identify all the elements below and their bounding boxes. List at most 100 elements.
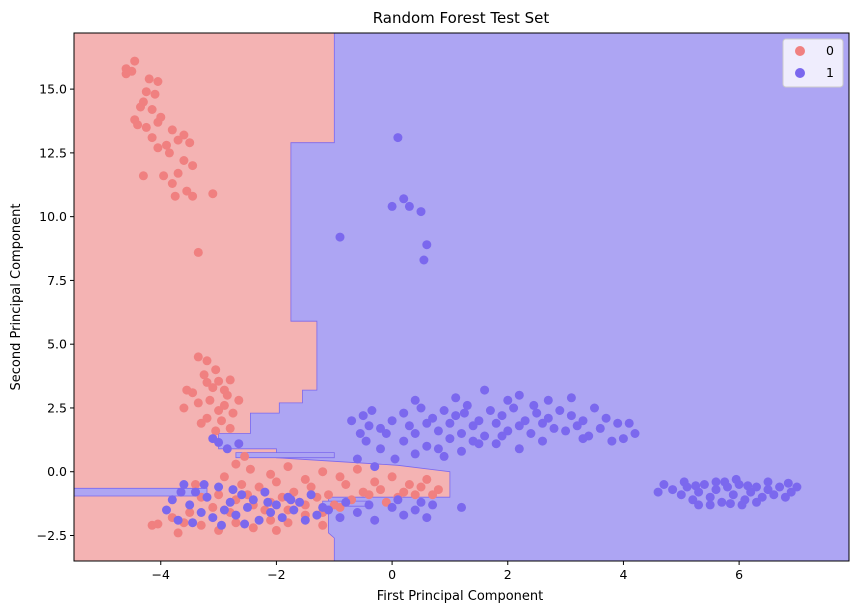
point-class-0 bbox=[329, 500, 339, 510]
point-class-1 bbox=[538, 436, 547, 446]
point-class-1 bbox=[222, 444, 232, 454]
point-class-1 bbox=[717, 497, 727, 507]
point-class-1 bbox=[451, 411, 461, 421]
legend-label-0: 0 bbox=[826, 43, 834, 58]
point-class-1 bbox=[428, 413, 438, 423]
decision-regions bbox=[74, 33, 849, 561]
point-class-0 bbox=[208, 502, 218, 512]
point-class-0 bbox=[352, 464, 362, 474]
point-class-1 bbox=[381, 429, 391, 438]
point-class-1 bbox=[387, 502, 397, 512]
region-class-1-island bbox=[74, 487, 208, 497]
point-class-1 bbox=[295, 497, 305, 507]
point-class-1 bbox=[491, 418, 501, 428]
point-class-0 bbox=[196, 418, 206, 428]
point-class-1 bbox=[422, 418, 432, 428]
point-class-1 bbox=[720, 477, 730, 487]
point-class-0 bbox=[167, 179, 177, 188]
point-class-1 bbox=[289, 505, 299, 515]
point-class-1 bbox=[260, 487, 270, 497]
point-class-1 bbox=[653, 487, 663, 497]
point-class-0 bbox=[404, 480, 414, 489]
point-class-1 bbox=[514, 444, 524, 454]
point-class-1 bbox=[347, 416, 357, 426]
point-class-0 bbox=[225, 375, 235, 385]
point-class-1 bbox=[225, 497, 235, 507]
point-class-1 bbox=[445, 418, 455, 428]
point-class-1 bbox=[185, 500, 195, 510]
point-class-1 bbox=[196, 508, 206, 517]
point-class-1 bbox=[705, 492, 715, 502]
point-class-1 bbox=[433, 444, 443, 454]
point-class-0 bbox=[173, 168, 183, 178]
point-class-1 bbox=[266, 508, 276, 517]
point-class-1 bbox=[480, 385, 490, 395]
point-class-0 bbox=[144, 74, 154, 84]
point-class-1 bbox=[607, 436, 617, 446]
point-class-0 bbox=[173, 528, 183, 538]
point-class-0 bbox=[159, 171, 169, 181]
point-class-1 bbox=[543, 413, 553, 423]
point-class-1 bbox=[254, 515, 264, 525]
point-class-0 bbox=[141, 87, 151, 97]
point-class-1 bbox=[191, 487, 200, 497]
point-class-1 bbox=[711, 485, 721, 495]
point-class-1 bbox=[214, 482, 224, 492]
point-class-1 bbox=[376, 444, 385, 454]
point-class-0 bbox=[234, 395, 244, 405]
legend-marker-0 bbox=[795, 46, 805, 56]
point-class-1 bbox=[711, 477, 721, 487]
point-class-1 bbox=[352, 508, 362, 517]
point-class-0 bbox=[202, 377, 212, 387]
x-tick-label: 0 bbox=[388, 567, 396, 582]
point-class-1 bbox=[410, 449, 420, 459]
point-class-0 bbox=[193, 247, 203, 257]
point-class-1 bbox=[783, 478, 793, 488]
point-class-1 bbox=[370, 515, 380, 525]
point-class-0 bbox=[193, 398, 203, 408]
point-class-1 bbox=[485, 406, 495, 415]
point-class-1 bbox=[358, 411, 368, 421]
point-class-0 bbox=[381, 497, 391, 507]
point-class-0 bbox=[193, 352, 203, 362]
point-class-1 bbox=[286, 495, 296, 505]
point-class-1 bbox=[728, 490, 738, 500]
point-class-1 bbox=[595, 423, 605, 433]
point-class-0 bbox=[266, 515, 276, 525]
point-class-0 bbox=[335, 472, 345, 482]
point-class-1 bbox=[555, 406, 565, 415]
y-tick-label: 10.0 bbox=[39, 209, 67, 224]
point-class-0 bbox=[422, 474, 432, 484]
point-class-0 bbox=[141, 122, 151, 132]
point-class-1 bbox=[219, 505, 229, 515]
region-class-1-island bbox=[235, 452, 335, 459]
point-class-1 bbox=[399, 408, 409, 418]
point-class-1 bbox=[399, 510, 409, 520]
point-class-0 bbox=[133, 120, 143, 130]
point-class-1 bbox=[199, 480, 209, 489]
point-class-1 bbox=[578, 416, 588, 426]
point-class-0 bbox=[370, 477, 380, 487]
point-class-0 bbox=[164, 148, 174, 158]
point-class-1 bbox=[676, 490, 686, 500]
point-class-0 bbox=[211, 426, 221, 436]
point-class-1 bbox=[393, 495, 403, 505]
point-class-1 bbox=[529, 400, 539, 410]
point-class-1 bbox=[433, 426, 443, 436]
point-class-1 bbox=[491, 439, 501, 449]
point-class-1 bbox=[419, 255, 429, 265]
point-class-1 bbox=[387, 201, 397, 211]
point-class-1 bbox=[451, 393, 461, 403]
point-class-1 bbox=[390, 454, 400, 464]
point-class-1 bbox=[176, 487, 186, 497]
point-class-0 bbox=[214, 406, 224, 415]
legend-box bbox=[782, 38, 844, 88]
point-class-1 bbox=[416, 497, 426, 507]
point-class-1 bbox=[538, 418, 547, 428]
point-class-1 bbox=[572, 421, 582, 431]
point-class-1 bbox=[404, 201, 414, 211]
x-tick-label: −4 bbox=[152, 567, 170, 582]
point-class-1 bbox=[668, 485, 678, 495]
point-class-1 bbox=[173, 515, 183, 525]
point-class-0 bbox=[138, 171, 148, 181]
